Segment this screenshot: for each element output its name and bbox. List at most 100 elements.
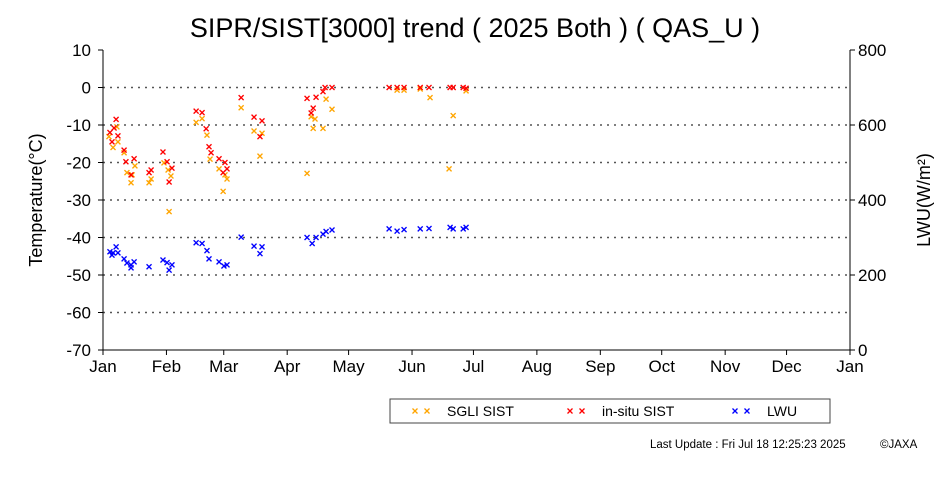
data-point-lwu xyxy=(131,258,138,265)
data-point-in-situ-sist xyxy=(257,133,263,140)
data-point-lwu xyxy=(128,264,134,271)
y-tick-label: -70 xyxy=(66,341,91,360)
data-point-in-situ-sist xyxy=(463,85,470,92)
data-point-in-situ-sist xyxy=(220,169,227,176)
data-point-lwu xyxy=(193,239,200,246)
data-point-lwu xyxy=(160,257,166,263)
data-point-in-situ-sist xyxy=(401,84,408,91)
data-point-lwu xyxy=(313,234,320,241)
copyright: ©JAXA xyxy=(880,439,918,451)
data-point-lwu xyxy=(259,243,265,250)
data-point-lwu xyxy=(417,225,424,232)
x-tick-label: Apr xyxy=(274,357,301,376)
data-point-in-situ-sist xyxy=(193,108,200,115)
data-point-sgli-sist xyxy=(259,130,265,137)
x-tick-label: Aug xyxy=(522,357,552,376)
data-point-sgli-sist xyxy=(220,188,227,195)
y-tick-label: -60 xyxy=(66,304,91,323)
data-point-in-situ-sist xyxy=(329,84,335,91)
y-axis-label-left: Temperature(°C) xyxy=(26,133,46,266)
data-point-lwu xyxy=(394,228,401,235)
legend-label: in-situ SIST xyxy=(602,403,675,419)
legend-box xyxy=(389,398,831,424)
legend-marker xyxy=(412,408,418,414)
data-point-lwu xyxy=(323,228,330,235)
data-point-in-situ-sist xyxy=(259,117,265,124)
y-tick-label: -40 xyxy=(66,229,91,248)
data-point-lwu xyxy=(166,267,173,274)
data-point-in-situ-sist xyxy=(308,110,315,116)
data-point-in-situ-sist xyxy=(160,149,166,155)
data-point-sgli-sist xyxy=(257,153,263,160)
data-point-lwu xyxy=(329,227,335,233)
data-point-sgli-sist xyxy=(148,176,155,182)
data-point-in-situ-sist xyxy=(320,88,326,95)
chart-title: SIPR/SIST[3000] trend ( 2025 Both ) ( QA… xyxy=(190,13,760,43)
data-point-in-situ-sist xyxy=(199,109,206,116)
data-point-lwu xyxy=(123,260,130,266)
data-point-sgli-sist xyxy=(207,156,213,163)
data-point-lwu xyxy=(386,225,393,232)
data-point-in-situ-sist xyxy=(121,147,128,154)
data-point-sgli-sist xyxy=(238,104,245,111)
data-point-in-situ-sist xyxy=(164,158,171,165)
data-point-lwu xyxy=(204,247,210,254)
data-point-in-situ-sist xyxy=(111,125,118,131)
data-point-in-situ-sist xyxy=(216,155,223,162)
data-point-lwu xyxy=(224,261,230,268)
legend-label: SGLI SIST xyxy=(447,403,514,419)
data-point-in-situ-sist xyxy=(131,155,138,162)
data-point-sgli-sist xyxy=(114,138,121,145)
data-point-sgli-sist xyxy=(446,165,453,172)
legend-marker xyxy=(424,408,430,414)
data-point-sgli-sist xyxy=(128,179,134,186)
data-point-sgli-sist xyxy=(193,119,200,126)
data-point-lwu xyxy=(216,258,223,265)
data-point-lwu xyxy=(257,250,263,257)
data-point-sgli-sist xyxy=(199,115,206,122)
data-point-in-situ-sist xyxy=(322,84,329,91)
data-point-sgli-sist xyxy=(167,173,174,179)
x-tick-label: Oct xyxy=(648,357,675,376)
data-point-sgli-sist xyxy=(417,86,424,92)
data-point-sgli-sist xyxy=(165,167,172,173)
data-point-lwu xyxy=(109,252,115,259)
data-point-in-situ-sist xyxy=(251,114,257,121)
y-tick-label: -30 xyxy=(66,191,91,210)
x-tick-label: Mar xyxy=(209,357,239,376)
data-point-lwu xyxy=(169,261,175,268)
data-point-sgli-sist xyxy=(123,169,130,176)
data-point-in-situ-sist xyxy=(203,125,210,132)
data-point-sgli-sist xyxy=(129,171,136,178)
data-point-lwu xyxy=(199,240,206,247)
x-tick-label: Jun xyxy=(398,357,425,376)
data-point-in-situ-sist xyxy=(304,95,311,102)
data-point-lwu xyxy=(114,249,121,256)
y-tick-label: 10 xyxy=(72,41,91,60)
data-point-in-situ-sist xyxy=(114,132,121,139)
data-point-lwu xyxy=(206,255,212,262)
data-point-sgli-sist xyxy=(110,144,116,151)
legend-marker xyxy=(744,408,750,414)
data-point-in-situ-sist xyxy=(146,169,153,176)
data-point-in-situ-sist xyxy=(122,158,129,165)
data-point-sgli-sist xyxy=(251,128,257,134)
data-point-in-situ-sist xyxy=(310,105,317,112)
data-point-sgli-sist xyxy=(323,96,330,103)
data-point-lwu xyxy=(460,225,467,232)
y-tick-label-right: 400 xyxy=(858,191,886,210)
data-point-in-situ-sist xyxy=(109,138,115,145)
legend-label: LWU xyxy=(767,403,797,419)
data-point-lwu xyxy=(450,225,457,232)
data-point-in-situ-sist xyxy=(206,143,212,150)
data-point-lwu xyxy=(121,255,128,262)
data-point-lwu xyxy=(426,225,432,232)
data-point-lwu xyxy=(304,234,311,241)
data-point-lwu xyxy=(164,259,171,266)
data-point-in-situ-sist xyxy=(238,94,245,101)
data-point-lwu xyxy=(251,243,257,250)
y-tick-label-right: 200 xyxy=(858,266,886,285)
x-tick-label: Feb xyxy=(152,357,181,376)
x-tick-label: Jan xyxy=(836,357,863,376)
data-point-in-situ-sist xyxy=(450,84,457,91)
